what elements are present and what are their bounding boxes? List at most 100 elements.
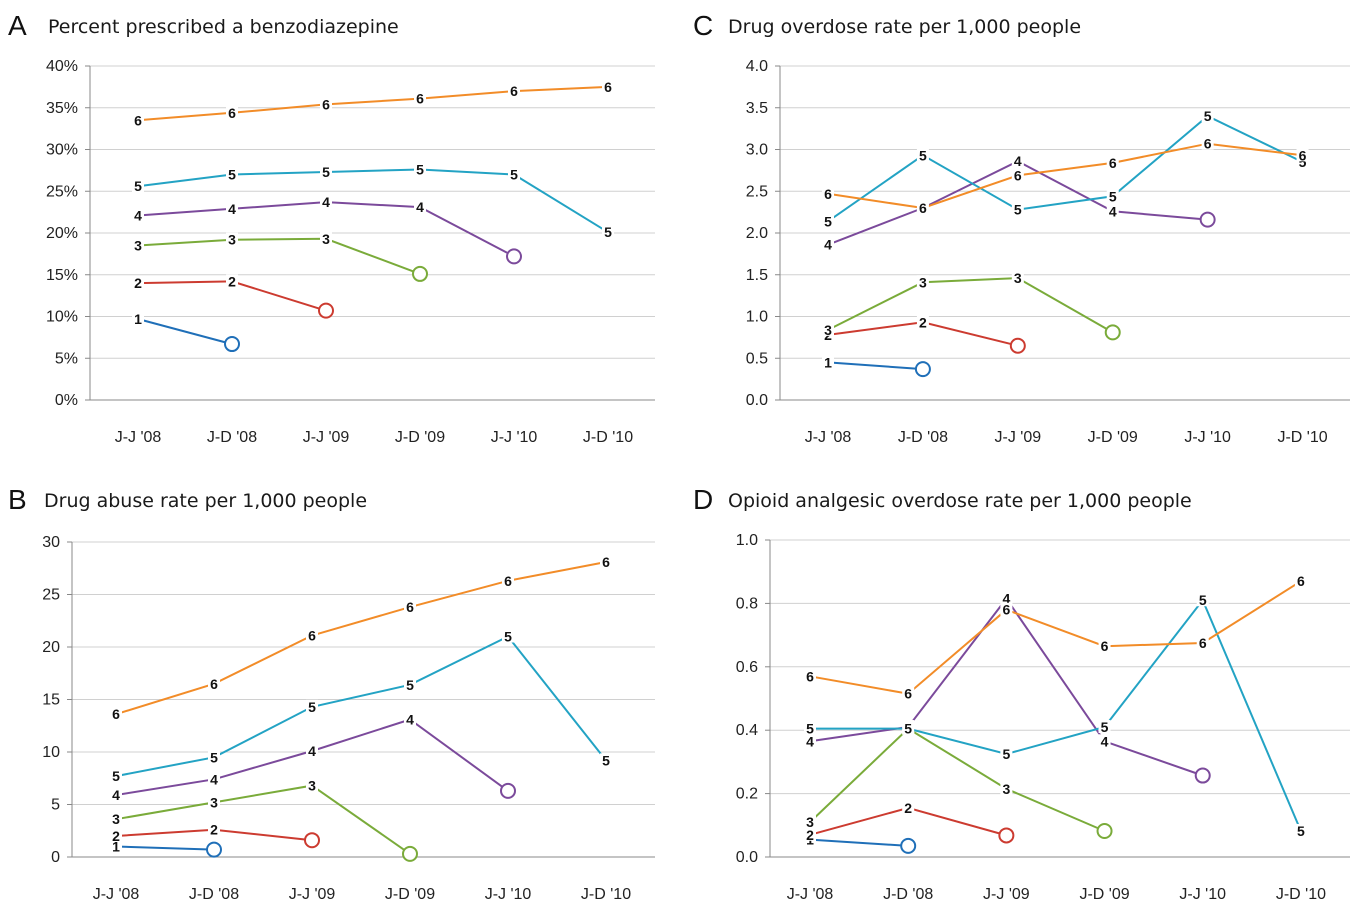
point-label: 5 — [1204, 108, 1212, 124]
label-bg — [320, 231, 332, 245]
point-label: 4 — [112, 787, 120, 803]
point-label: 4 — [228, 201, 236, 217]
point-label: 5 — [1109, 188, 1117, 204]
point-label: 6 — [806, 668, 814, 684]
point-label: 4 — [1002, 591, 1010, 607]
point-label: 5 — [1299, 154, 1307, 170]
label-bg — [404, 677, 416, 691]
x-tick-label: J-D '10 — [1276, 886, 1326, 903]
point-label: 6 — [1297, 573, 1305, 589]
point-label: 5 — [919, 147, 927, 163]
x-tick-label: J-J '08 — [93, 886, 140, 903]
point-label: 2 — [919, 314, 927, 330]
point-label: 6 — [416, 91, 424, 107]
point-label: 5 — [210, 749, 218, 765]
end-point-marker — [304, 832, 320, 849]
series-line — [137, 85, 609, 122]
y-tick-label: 0.8 — [736, 595, 758, 612]
label-bg — [110, 769, 122, 783]
point-label: 6 — [904, 686, 912, 702]
point-label: 2 — [904, 800, 912, 816]
y-tick-label: 25 — [42, 587, 60, 604]
y-tick-label: 0.0 — [736, 849, 758, 866]
label-bg — [132, 179, 144, 193]
label-bg — [1000, 746, 1013, 760]
y-tick-label: 15 — [42, 692, 60, 709]
series-line — [115, 784, 411, 855]
panel-letter: C — [693, 10, 714, 41]
point-label: 3 — [322, 231, 330, 247]
point-label: 5 — [134, 178, 142, 194]
x-tick-label: J-D '08 — [207, 429, 257, 446]
label-bg — [306, 778, 318, 792]
x-tick-label: J-J '09 — [995, 429, 1042, 446]
label-bg — [414, 200, 426, 214]
label-bg — [320, 195, 332, 209]
point-label: 6 — [1109, 155, 1117, 171]
label-bg — [502, 629, 514, 643]
point-label: 5 — [406, 677, 414, 693]
series-line — [137, 318, 233, 346]
x-tick-label: J-J '08 — [805, 429, 852, 446]
panel-letter: B — [8, 484, 27, 515]
chart-c-plot: 0.0 0.5 1.0 1.5 2.0 2.5 3.0 3.5 4.0 J-J '08 J-D '0… — [746, 58, 1350, 446]
point-label: 6 — [406, 599, 414, 615]
label-bg — [508, 167, 520, 181]
point-label: 3 — [228, 232, 236, 248]
point-label: 6 — [510, 83, 518, 99]
series-line — [827, 142, 1303, 210]
label-bg — [804, 734, 816, 748]
end-point-marker — [500, 782, 516, 799]
x-tick-label: J-D '08 — [189, 886, 239, 903]
label-bg — [208, 822, 220, 836]
end-point-marker — [402, 845, 418, 862]
panel-letter: A — [8, 10, 27, 41]
point-label: 4 — [824, 237, 832, 253]
label-bg — [1011, 168, 1024, 182]
y-tick-label: 0 — [51, 849, 60, 866]
label-bg — [1106, 189, 1119, 203]
label-bg — [226, 105, 238, 119]
label-bg — [208, 772, 220, 786]
label-bg — [902, 800, 915, 814]
x-tick-label: J-D '09 — [1079, 886, 1129, 903]
label-bg — [1201, 109, 1214, 123]
y-tick-label: 5% — [55, 350, 78, 367]
series-line — [115, 845, 215, 851]
x-tick-label: J-D '10 — [581, 886, 631, 903]
point-label: 6 — [1002, 602, 1010, 618]
label-bg — [306, 628, 318, 642]
x-tick-label: J-D '10 — [583, 429, 633, 446]
point-label: 5 — [416, 162, 424, 178]
end-point-marker — [412, 265, 428, 282]
end-point-marker — [900, 837, 917, 854]
point-label: 4 — [406, 711, 414, 727]
point-label: 3 — [210, 794, 218, 810]
series-line — [809, 727, 1105, 832]
series-line — [809, 580, 1302, 695]
label-bg — [916, 315, 929, 329]
point-label: 2 — [228, 273, 236, 289]
label-bg — [1011, 271, 1024, 285]
point-label: 5 — [904, 721, 912, 737]
x-tick-label: J-J '10 — [491, 429, 538, 446]
point-label: 5 — [112, 768, 120, 784]
label-bg — [916, 275, 929, 289]
point-label: 5 — [1101, 719, 1109, 735]
label-bg — [804, 669, 816, 683]
point-label: 4 — [1109, 203, 1117, 219]
point-label: 2 — [806, 827, 814, 843]
end-point-marker — [1104, 324, 1121, 341]
point-label: 6 — [1014, 167, 1022, 183]
y-tick-label: 0% — [55, 392, 78, 409]
y-tick-label: 10% — [46, 309, 78, 326]
label-bg — [1098, 720, 1111, 734]
label-bg — [132, 238, 144, 252]
point-label: 5 — [308, 699, 316, 715]
y-tick-label: 20 — [42, 639, 60, 656]
point-label: 4 — [322, 194, 330, 210]
series-line — [810, 598, 1302, 832]
label-bg — [208, 750, 220, 764]
y-tick-label: 4.0 — [746, 58, 768, 75]
point-label: 6 — [919, 200, 927, 216]
